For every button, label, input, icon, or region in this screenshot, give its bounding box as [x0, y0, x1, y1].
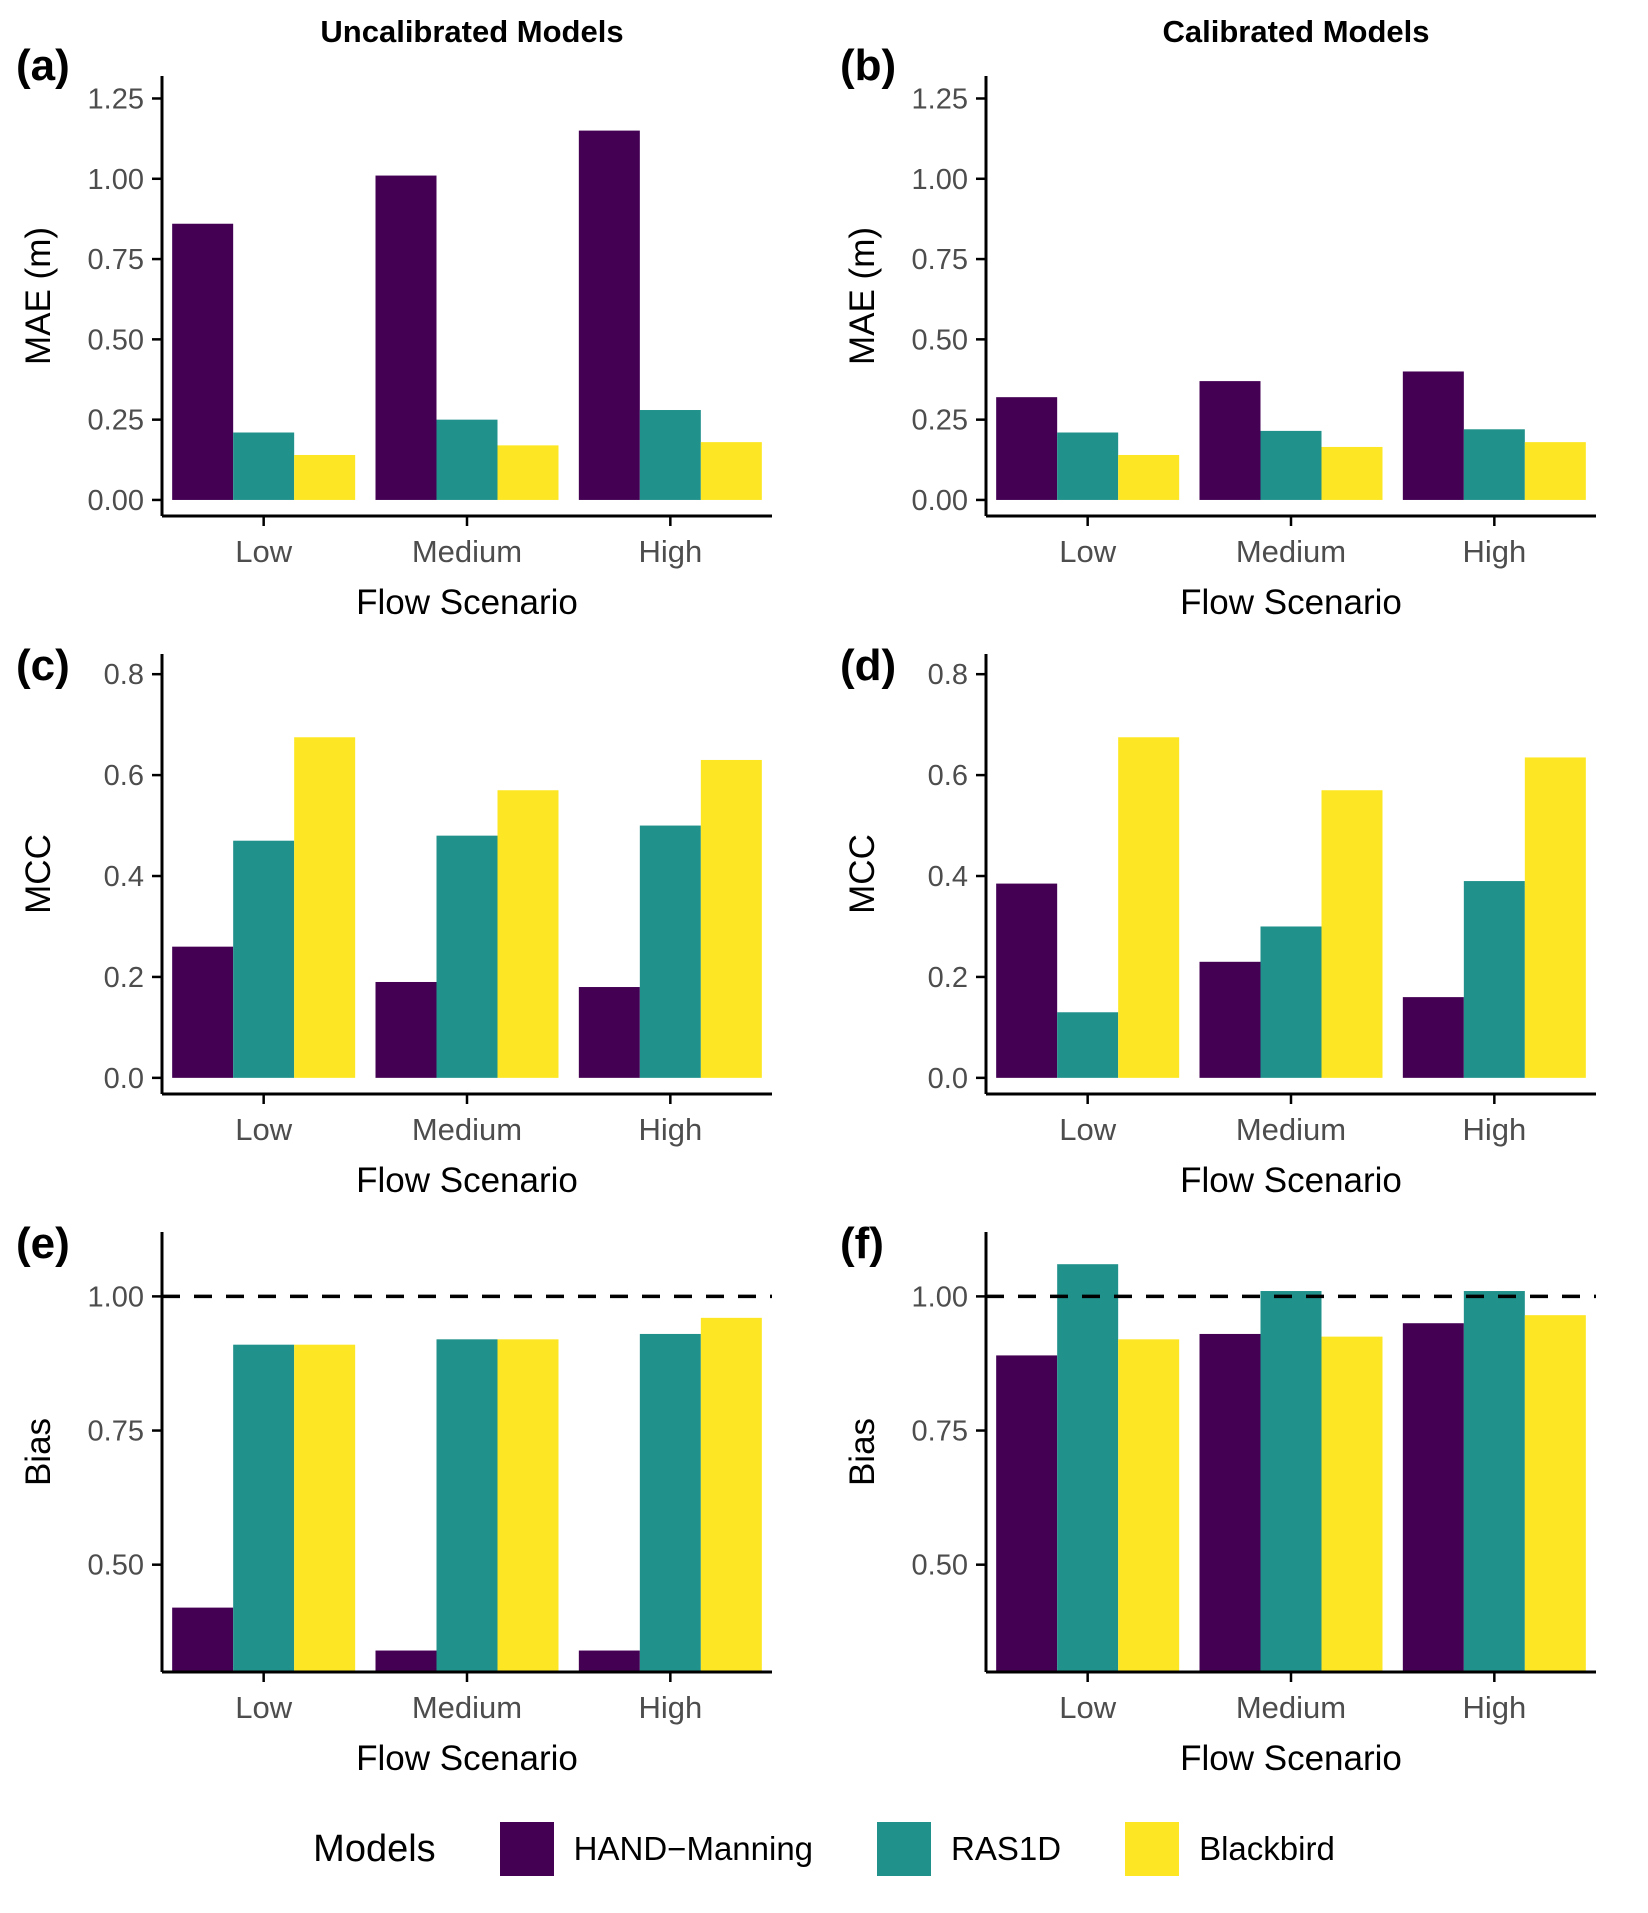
- column-title-uncalibrated: Uncalibrated Models: [320, 14, 624, 49]
- svg-text:0.25: 0.25: [88, 405, 144, 437]
- legend-label-blackbird: Blackbird: [1199, 1830, 1335, 1867]
- column-title-calibrated: Calibrated Models: [1162, 14, 1430, 49]
- svg-text:Medium: Medium: [1236, 1690, 1346, 1725]
- svg-text:1.00: 1.00: [912, 1281, 968, 1313]
- legend-label-ras1d: RAS1D: [951, 1830, 1062, 1867]
- svg-text:High: High: [638, 1690, 702, 1725]
- panel-label-c: (c): [16, 641, 70, 690]
- panel-d: (d) 0.0 0.2 0.4 0.6 0.8 Low Medium High Flow Sce…: [824, 636, 1648, 1208]
- svg-text:High: High: [1462, 1112, 1526, 1147]
- svg-text:Low: Low: [1059, 534, 1116, 569]
- svg-text:0.50: 0.50: [912, 1550, 968, 1582]
- svg-text:0.75: 0.75: [88, 244, 144, 276]
- bar-chart-mae-calibrated: 0.00 0.25 0.50 0.75 1.00 1.25 Low Medium High Flo…: [843, 76, 1596, 622]
- bar-chart-bias-uncalibrated: 0.50 0.75 1.00 Low Medium High Flow Scenario Bi…: [19, 1232, 772, 1778]
- svg-text:High: High: [1462, 534, 1526, 569]
- svg-text:Flow Scenario: Flow Scenario: [1180, 583, 1402, 622]
- svg-text:High: High: [638, 534, 702, 569]
- svg-text:Flow Scenario: Flow Scenario: [1180, 1161, 1402, 1200]
- svg-text:Bias: Bias: [19, 1418, 58, 1486]
- svg-text:Low: Low: [235, 1112, 292, 1147]
- column-titles: Uncalibrated Models Calibrated Models: [0, 0, 1648, 58]
- svg-text:Flow Scenario: Flow Scenario: [1180, 1739, 1402, 1778]
- svg-text:MAE (m): MAE (m): [19, 227, 58, 365]
- svg-text:1.00: 1.00: [88, 164, 144, 196]
- panel-b: (b) 0.00 0.25 0.50 0.75 1.00 1.25 Low Medium Hig…: [824, 44, 1648, 630]
- svg-text:MCC: MCC: [19, 834, 58, 914]
- svg-text:Medium: Medium: [412, 534, 522, 569]
- svg-text:0.75: 0.75: [912, 244, 968, 276]
- legend-swatch-hand-manning: [499, 1822, 554, 1876]
- bar-chart-mcc-calibrated: 0.0 0.2 0.4 0.6 0.8 Low Medium High Flow Scenari…: [843, 654, 1596, 1200]
- svg-text:Flow Scenario: Flow Scenario: [356, 1739, 578, 1778]
- svg-text:1.25: 1.25: [912, 83, 968, 115]
- legend-swatch-ras1d: [877, 1822, 932, 1876]
- svg-text:Low: Low: [1059, 1690, 1116, 1725]
- svg-text:0.75: 0.75: [912, 1416, 968, 1448]
- svg-text:0.75: 0.75: [88, 1416, 144, 1448]
- svg-text:Flow Scenario: Flow Scenario: [356, 1161, 578, 1200]
- legend-item-ras1d: RAS1D: [877, 1822, 1061, 1876]
- svg-text:High: High: [638, 1112, 702, 1147]
- svg-text:0.0: 0.0: [928, 1063, 968, 1095]
- svg-text:0.25: 0.25: [912, 405, 968, 437]
- svg-text:0.2: 0.2: [104, 962, 144, 994]
- svg-text:0.50: 0.50: [912, 324, 968, 356]
- svg-text:0.6: 0.6: [104, 760, 144, 792]
- legend-item-hand-manning: HAND−Manning: [499, 1822, 814, 1876]
- svg-text:0.0: 0.0: [104, 1063, 144, 1095]
- svg-text:MCC: MCC: [843, 834, 882, 914]
- svg-text:1.00: 1.00: [912, 164, 968, 196]
- panels-grid: (a) 0.00 0.25 0.50 0.75 1.00 1.25 Low Medium Hig…: [0, 44, 1648, 1786]
- panel-label-b: (b): [840, 41, 897, 90]
- panel-label-a: (a): [16, 41, 70, 90]
- panel-a: (a) 0.00 0.25 0.50 0.75 1.00 1.25 Low Medium Hig…: [0, 44, 824, 630]
- svg-text:Low: Low: [235, 1690, 292, 1725]
- svg-text:Low: Low: [1059, 1112, 1116, 1147]
- svg-text:Low: Low: [235, 534, 292, 569]
- svg-text:Medium: Medium: [412, 1112, 522, 1147]
- svg-text:Medium: Medium: [1236, 1112, 1346, 1147]
- panel-c: (c) 0.0 0.2 0.4 0.6 0.8 Low Medium High Flow Sce…: [0, 636, 824, 1208]
- svg-text:0.2: 0.2: [928, 962, 968, 994]
- svg-text:MAE (m): MAE (m): [843, 227, 882, 365]
- svg-text:0.4: 0.4: [104, 861, 144, 893]
- legend-swatch-blackbird: [1125, 1822, 1180, 1876]
- svg-text:0.00: 0.00: [88, 485, 144, 517]
- svg-text:0.8: 0.8: [104, 659, 144, 691]
- svg-text:1.25: 1.25: [88, 83, 144, 115]
- svg-text:High: High: [1462, 1690, 1526, 1725]
- legend-title: Models: [313, 1827, 436, 1870]
- svg-text:Bias: Bias: [843, 1418, 882, 1486]
- svg-text:1.00: 1.00: [88, 1281, 144, 1313]
- svg-text:Medium: Medium: [1236, 534, 1346, 569]
- bar-chart-mae-uncalibrated: 0.00 0.25 0.50 0.75 1.00 1.25 Low Medium High Flo…: [19, 76, 772, 622]
- panel-e: (e) 0.50 0.75 1.00 Low Medium High Flow Scenar…: [0, 1214, 824, 1786]
- panel-label-f: (f): [840, 1219, 884, 1268]
- legend: Models HAND−Manning RAS1D Blackbird: [0, 1786, 1648, 1906]
- legend-label-hand-manning: HAND−Manning: [573, 1830, 814, 1867]
- legend-item-blackbird: Blackbird: [1125, 1822, 1335, 1876]
- svg-text:0.50: 0.50: [88, 1550, 144, 1582]
- panel-f: (f) 0.50 0.75 1.00 Low Medium High Flow Scenar…: [824, 1214, 1648, 1786]
- svg-text:Flow Scenario: Flow Scenario: [356, 583, 578, 622]
- panel-label-e: (e): [16, 1219, 70, 1268]
- svg-text:Medium: Medium: [412, 1690, 522, 1725]
- svg-text:0.50: 0.50: [88, 324, 144, 356]
- bar-chart-bias-calibrated: 0.50 0.75 1.00 Low Medium High Flow Scenario Bi…: [843, 1232, 1596, 1778]
- panel-label-d: (d): [840, 641, 897, 690]
- svg-text:0.4: 0.4: [928, 861, 968, 893]
- svg-text:0.8: 0.8: [928, 659, 968, 691]
- bar-chart-mcc-uncalibrated: 0.0 0.2 0.4 0.6 0.8 Low Medium High Flow Scenari…: [19, 654, 772, 1200]
- svg-text:0.6: 0.6: [928, 760, 968, 792]
- svg-text:0.00: 0.00: [912, 485, 968, 517]
